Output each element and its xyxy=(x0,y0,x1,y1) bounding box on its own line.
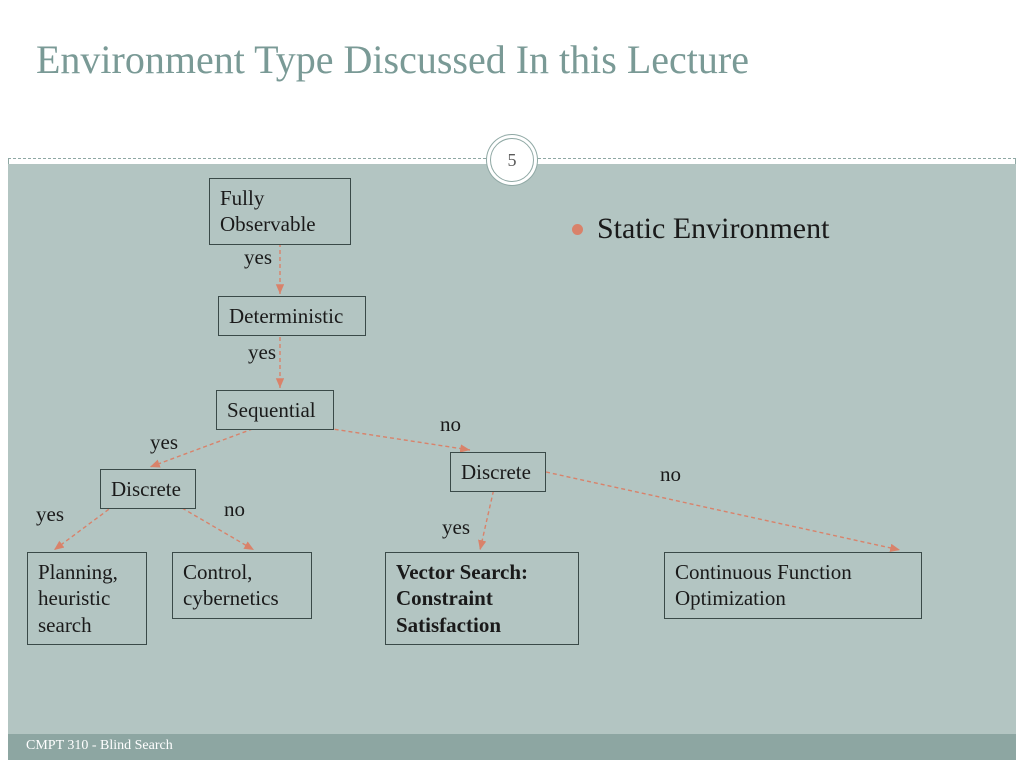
footer: CMPT 310 - Blind Search xyxy=(8,734,1016,760)
bullet-icon xyxy=(572,224,583,235)
flow-node-cont: Continuous FunctionOptimization xyxy=(664,552,922,619)
edge-label: yes xyxy=(36,502,64,527)
flow-node-disc1: Discrete xyxy=(100,469,196,509)
flow-node-fully: FullyObservable xyxy=(209,178,351,245)
footer-text: CMPT 310 - Blind Search xyxy=(26,738,173,753)
edge-label: yes xyxy=(442,515,470,540)
edge-label: yes xyxy=(248,340,276,365)
page-title: Environment Type Discussed In this Lectu… xyxy=(36,36,988,83)
flow-node-det: Deterministic xyxy=(218,296,366,336)
page-number-badge: 5 xyxy=(490,138,534,182)
edge-label: no xyxy=(660,462,681,487)
header: Environment Type Discussed In this Lectu… xyxy=(8,8,1016,158)
flow-node-ctrl: Control,cybernetics xyxy=(172,552,312,619)
bullet-item: Static Environment xyxy=(572,212,829,246)
flow-node-vec: Vector Search:ConstraintSatisfaction xyxy=(385,552,579,645)
flow-node-seq: Sequential xyxy=(216,390,334,430)
bullet-text: Static Environment xyxy=(597,212,829,246)
edge-label: yes xyxy=(150,430,178,455)
edge-label: yes xyxy=(244,245,272,270)
edge-label: no xyxy=(224,497,245,522)
edge-label: no xyxy=(440,412,461,437)
flow-node-disc2: Discrete xyxy=(450,452,546,492)
flow-node-plan: Planning,heuristicsearch xyxy=(27,552,147,645)
